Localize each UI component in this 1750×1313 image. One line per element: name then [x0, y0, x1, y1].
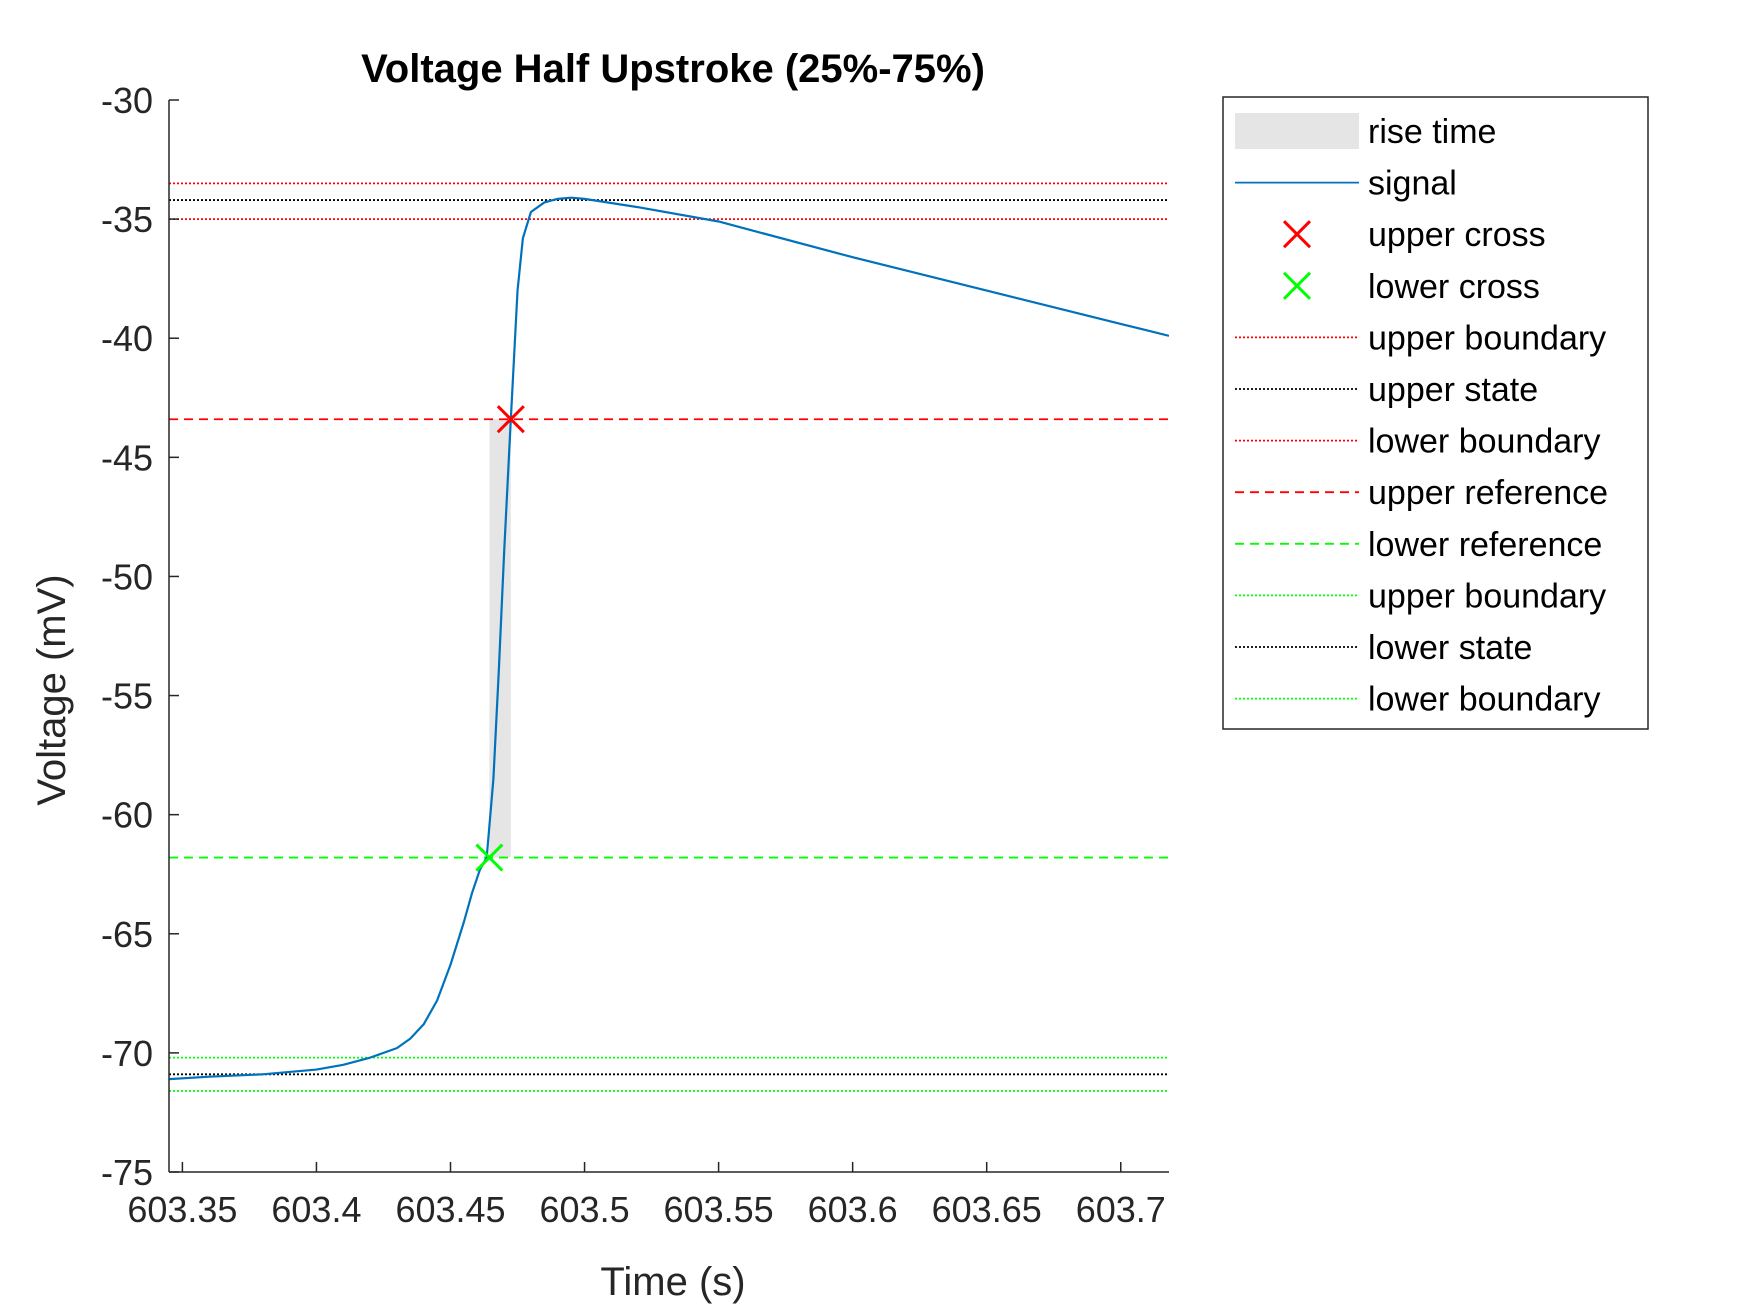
x-tick-label: 603.45 [395, 1189, 505, 1230]
y-tick-label: -45 [101, 437, 153, 478]
legend-item: lower cross [1282, 268, 1540, 306]
legend-label: lower boundary [1368, 681, 1600, 719]
y-tick-label: -35 [101, 199, 153, 240]
x-tick-label: 603.55 [664, 1189, 774, 1230]
y-tick-label: -40 [101, 318, 153, 359]
legend-label: lower boundary [1368, 423, 1600, 461]
y-tick-label: -60 [101, 795, 153, 836]
y-axis-label: Voltage (mV) [30, 574, 74, 805]
x-tick-label: 603.7 [1076, 1189, 1166, 1230]
signal-line [169, 196, 1169, 1081]
plot-area [169, 182, 1169, 1092]
legend-item: signal [1235, 165, 1457, 203]
chart-title: Voltage Half Upstroke (25%-75%) [361, 47, 985, 91]
y-tick-label: -55 [101, 676, 153, 717]
y-tick-label: -50 [101, 556, 153, 597]
legend: rise time signal upper cross lower cross upp… [1222, 96, 1649, 730]
legend-label: upper boundary [1368, 577, 1606, 615]
lower-cross-marker [475, 843, 504, 872]
x-axis-label: Time (s) [600, 1260, 745, 1304]
legend-label: lower reference [1368, 526, 1602, 564]
legend-label: upper boundary [1368, 319, 1606, 357]
legend-label: rise time [1368, 113, 1496, 151]
legend-item: lower boundary [1235, 681, 1600, 719]
legend-item: upper boundary [1235, 577, 1606, 615]
legend-label: lower cross [1368, 268, 1540, 306]
legend-item: lower boundary [1235, 423, 1600, 461]
legend-item: lower state [1235, 629, 1532, 667]
y-tick-label: -30 [101, 80, 153, 121]
x-tick-label: 603.4 [271, 1189, 361, 1230]
legend-swatch-cross-stroke-b [1282, 220, 1312, 249]
legend-swatch-cross [1282, 271, 1312, 300]
lower-cross-marker-stroke-b [475, 843, 504, 872]
y-tick-label: -75 [101, 1152, 153, 1193]
legend-swatch-patch [1235, 113, 1359, 149]
y-tick-label: -65 [101, 914, 153, 955]
legend-label: lower state [1368, 629, 1532, 667]
legend-item: upper boundary [1235, 319, 1606, 357]
legend-item: upper state [1235, 371, 1538, 409]
legend-item: lower reference [1235, 526, 1602, 564]
legend-label: signal [1368, 165, 1457, 203]
legend-swatch-cross [1282, 220, 1312, 249]
x-tick-label: 603.65 [932, 1189, 1042, 1230]
x-tick-label: 603.6 [808, 1189, 898, 1230]
legend-item: upper reference [1235, 474, 1608, 512]
legend-item: upper cross [1282, 216, 1546, 254]
legend-swatch-cross-stroke-b [1282, 271, 1312, 300]
legend-box [1222, 96, 1649, 730]
x-tick-label: 603.5 [540, 1189, 630, 1230]
legend-label: upper state [1368, 371, 1538, 409]
upper-cross-marker [496, 405, 525, 434]
upper-cross-marker-stroke-b [496, 405, 525, 434]
legend-label: upper cross [1368, 216, 1546, 254]
x-tick-label: 603.35 [127, 1189, 237, 1230]
legend-label: upper reference [1368, 474, 1608, 512]
y-tick-label: -70 [101, 1033, 153, 1074]
legend-item: rise time [1235, 113, 1496, 151]
